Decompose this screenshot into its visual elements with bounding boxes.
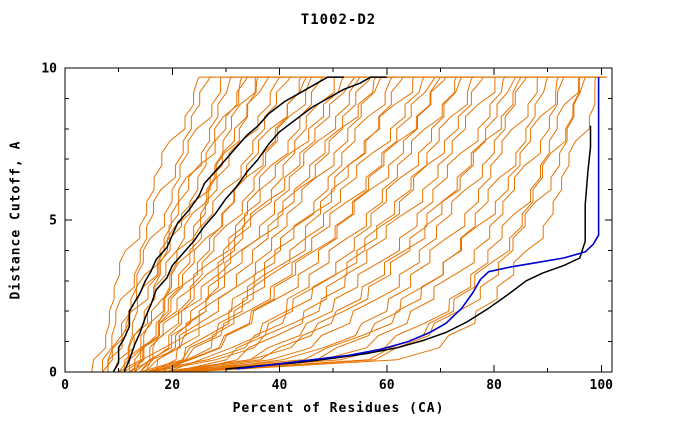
x-tick-label: 60 (379, 378, 395, 393)
orange-model-curve (139, 76, 452, 373)
y-tick-label: 5 (49, 214, 57, 229)
orange-model-curve (139, 76, 285, 373)
orange-model-curve (118, 76, 248, 373)
orange-model-curve (129, 76, 430, 373)
y-axis-label: Distance Cutoff, A (8, 140, 24, 300)
orange-model-curve (193, 76, 564, 373)
orange-model-curve (134, 76, 414, 373)
orange-model-curve (177, 76, 607, 373)
plot-frame (64, 67, 613, 373)
orange-model-curve (166, 76, 441, 373)
x-tick-label: 100 (590, 378, 614, 393)
orange-model-curve (129, 76, 323, 373)
x-tick-label: 20 (164, 378, 180, 393)
orange-model-curve (123, 76, 317, 373)
orange-model-curve (118, 76, 371, 373)
orange-model-curve (156, 76, 586, 373)
orange-model-curve (102, 76, 307, 373)
orange-model-curve (144, 76, 360, 373)
orange-model-curve (150, 76, 511, 373)
orange-model-curve (182, 76, 607, 373)
orange-model-curve (145, 76, 398, 373)
orange-model-curve (123, 76, 269, 373)
orange-model-curve (155, 76, 350, 373)
orange-model-curve (161, 76, 532, 373)
orange-model-curve (188, 76, 607, 373)
orange-model-curve (134, 76, 376, 373)
y-tick-label: 0 (49, 366, 57, 381)
orange-model-curve (150, 76, 457, 373)
orange-model-curve (177, 76, 553, 373)
model-black-a-curve (112, 76, 344, 373)
orange-model-curve (182, 76, 500, 373)
orange-model-curve (166, 76, 553, 373)
orange-model-curve (161, 76, 537, 373)
orange-model-curve (107, 76, 259, 372)
orange-model-curve (91, 76, 216, 373)
model-black-b-curve (123, 76, 387, 373)
y-tick-label: 10 (41, 62, 57, 77)
orange-model-curve (172, 76, 591, 373)
orange-model-curve (166, 76, 494, 373)
orange-model-curve (145, 76, 521, 373)
model-black-c-curve (225, 125, 592, 370)
x-axis-label: Percent of Residues (CA) (232, 401, 445, 416)
x-tick-label: 40 (272, 378, 288, 393)
orange-model-curve (161, 76, 419, 373)
orange-model-curve (134, 76, 269, 372)
orange-model-curve (139, 76, 339, 373)
orange-model-curve (156, 76, 473, 373)
orange-model-curve (172, 76, 478, 373)
orange-model-curve (166, 76, 602, 373)
orange-model-curve (150, 76, 398, 373)
model-blue-curve (236, 77, 600, 370)
x-tick-label: 0 (61, 378, 69, 393)
x-tick-label: 80 (486, 378, 502, 393)
orange-model-curve (123, 76, 393, 373)
orange-model-curve (145, 76, 473, 373)
orange-model-curve (102, 76, 237, 372)
orange-model-curve (188, 76, 575, 373)
chart-title: T1002-D2 (300, 12, 377, 28)
